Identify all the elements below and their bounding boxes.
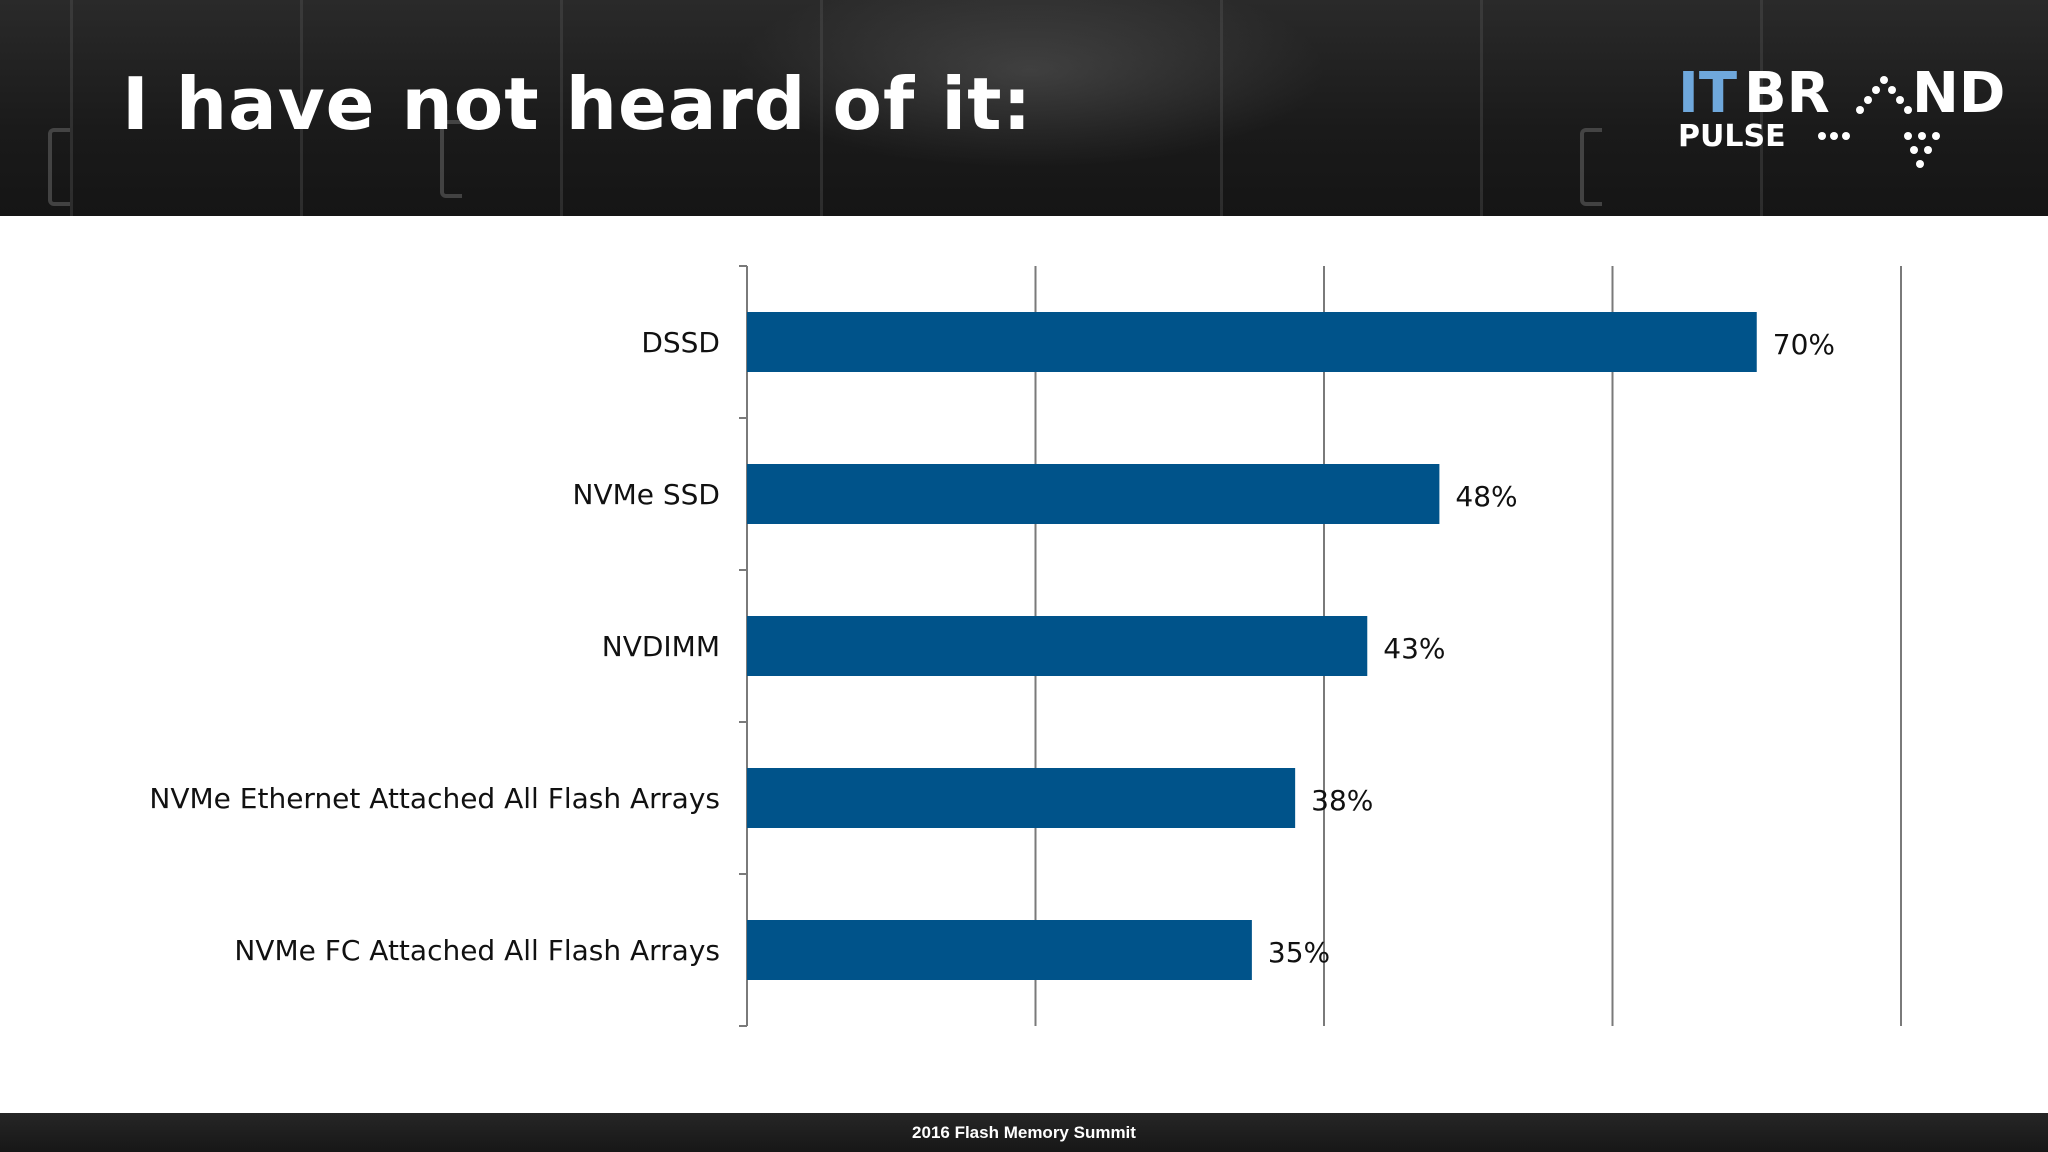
category-label: NVDIMM	[602, 630, 720, 663]
logo-br: BR	[1744, 61, 1830, 126]
itbrandpulse-logo: IT BR ND PULSE	[1678, 61, 2005, 168]
category-label: NVMe SSD	[573, 478, 721, 511]
footer-text: 2016 Flash Memory Summit	[912, 1123, 1136, 1142]
category-label: NVMe Ethernet Attached All Flash Arrays	[149, 782, 720, 815]
logo-pulse: PULSE	[1678, 119, 1786, 154]
bar	[747, 920, 1252, 980]
bar-chart: DSSD 70% NVMe SSD 48% NVDIMM 43% NVMe Ethernet…	[149, 265, 1902, 1027]
page-title: I have not heard of it:	[122, 62, 1033, 146]
logo-nd: ND	[1912, 61, 2005, 126]
value-label: 48%	[1455, 480, 1517, 513]
logo-dots-icon	[1818, 76, 1940, 168]
category-label: NVMe FC Attached All Flash Arrays	[234, 934, 720, 967]
bar	[747, 312, 1757, 372]
logo-it: IT	[1678, 61, 1737, 126]
bar	[747, 464, 1440, 524]
category-label: DSSD	[641, 326, 720, 359]
footer-bar: 2016 Flash Memory Summit	[0, 1113, 2048, 1152]
header-banner: I have not heard of it: IT BR ND PULSE	[0, 0, 2048, 216]
bar	[747, 768, 1296, 828]
value-label: 35%	[1268, 936, 1330, 969]
value-label: 43%	[1383, 632, 1445, 665]
value-label: 70%	[1773, 328, 1835, 361]
bar	[747, 616, 1368, 676]
value-label: 38%	[1311, 784, 1373, 817]
